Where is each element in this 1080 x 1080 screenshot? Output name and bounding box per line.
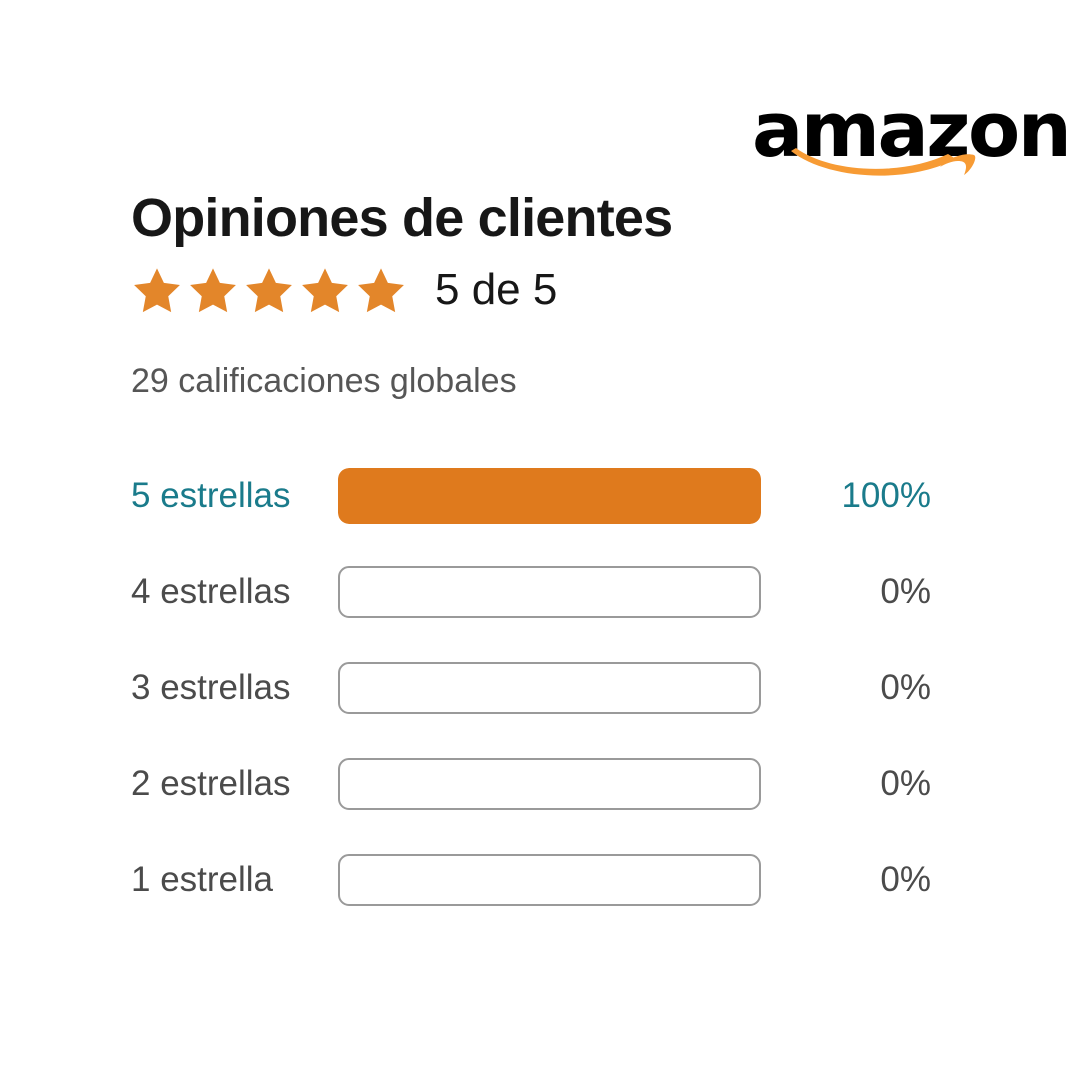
ratings-count-label: 29 calificaciones globales <box>131 362 517 400</box>
histogram-row[interactable]: 4 estrellas 0% <box>131 544 931 640</box>
histogram-row[interactable]: 3 estrellas 0% <box>131 640 931 736</box>
histogram-row-label[interactable]: 5 estrellas <box>131 476 291 515</box>
amazon-logo: amazon <box>752 92 1072 178</box>
star-filled-icon <box>358 268 404 313</box>
histogram-row-percent[interactable]: 0% <box>880 668 931 707</box>
star-filled-icon <box>302 268 348 313</box>
histogram-bar-track[interactable] <box>337 854 761 906</box>
histogram-row[interactable]: 1 estrella 0% <box>131 832 931 928</box>
amazon-smile-swoosh-icon <box>791 148 976 176</box>
star-filled-icon <box>134 268 180 313</box>
histogram-row-label[interactable]: 1 estrella <box>131 860 274 899</box>
rating-histogram: 5 estrellas 100% 4 estrellas 0% 3 estrel… <box>131 448 931 928</box>
page-title: Opiniones de clientes <box>131 188 673 248</box>
histogram-row-label[interactable]: 3 estrellas <box>131 668 291 707</box>
histogram-bar-track[interactable] <box>337 468 761 524</box>
star-rating[interactable] <box>131 262 407 318</box>
histogram-row[interactable]: 2 estrellas 0% <box>131 736 931 832</box>
histogram-row-percent[interactable]: 0% <box>880 572 931 611</box>
histogram-row-percent[interactable]: 0% <box>880 860 931 899</box>
overall-rating-label: 5 de 5 <box>435 265 558 314</box>
histogram-bar-fill <box>337 468 761 524</box>
histogram-row-percent[interactable]: 0% <box>880 764 931 803</box>
histogram-row-percent[interactable]: 100% <box>841 476 931 515</box>
histogram-bar-track[interactable] <box>337 662 761 714</box>
histogram-bar-track[interactable] <box>337 758 761 810</box>
histogram-bar-track[interactable] <box>337 566 761 618</box>
star-filled-icon <box>190 268 236 313</box>
histogram-row-label[interactable]: 4 estrellas <box>131 572 291 611</box>
star-filled-icon <box>246 268 292 313</box>
histogram-row[interactable]: 5 estrellas 100% <box>131 448 931 544</box>
histogram-row-label[interactable]: 2 estrellas <box>131 764 291 803</box>
overall-rating[interactable]: 5 de 5 <box>131 262 557 318</box>
